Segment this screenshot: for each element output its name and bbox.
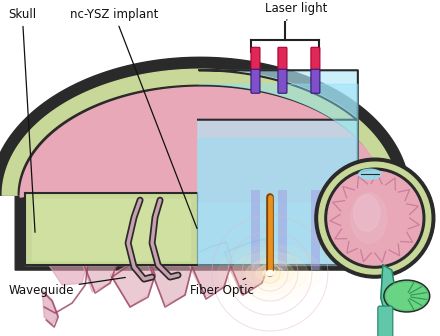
Polygon shape — [32, 199, 190, 260]
Bar — [251, 190, 260, 270]
Polygon shape — [20, 87, 384, 263]
Ellipse shape — [385, 282, 428, 310]
Text: Skull: Skull — [8, 8, 37, 232]
Polygon shape — [18, 85, 382, 265]
FancyBboxPatch shape — [311, 69, 320, 93]
Text: Waveguide: Waveguide — [8, 278, 125, 297]
Polygon shape — [42, 195, 88, 285]
Ellipse shape — [218, 245, 322, 302]
Circle shape — [328, 171, 422, 265]
Polygon shape — [80, 240, 118, 292]
Polygon shape — [198, 70, 358, 265]
Polygon shape — [2, 69, 398, 265]
Polygon shape — [198, 203, 358, 265]
Polygon shape — [381, 265, 395, 313]
FancyBboxPatch shape — [278, 47, 287, 71]
Text: Laser light: Laser light — [265, 2, 327, 20]
Bar — [252, 190, 259, 270]
Ellipse shape — [266, 270, 274, 276]
Circle shape — [325, 168, 425, 268]
Polygon shape — [42, 290, 58, 325]
Bar — [279, 190, 286, 270]
Polygon shape — [25, 193, 198, 265]
Bar — [312, 190, 319, 270]
Ellipse shape — [354, 195, 380, 231]
Bar — [278, 190, 287, 270]
Ellipse shape — [359, 169, 381, 179]
Ellipse shape — [246, 260, 294, 286]
Polygon shape — [222, 239, 272, 295]
Ellipse shape — [384, 280, 430, 312]
Ellipse shape — [232, 252, 308, 294]
Text: Fiber Optic: Fiber Optic — [190, 278, 254, 297]
Circle shape — [315, 158, 435, 278]
FancyBboxPatch shape — [311, 47, 320, 71]
Ellipse shape — [351, 193, 387, 243]
Ellipse shape — [387, 283, 427, 309]
Circle shape — [319, 162, 431, 274]
FancyBboxPatch shape — [251, 69, 260, 93]
FancyBboxPatch shape — [251, 47, 260, 71]
Polygon shape — [185, 243, 232, 297]
Polygon shape — [148, 248, 192, 305]
Ellipse shape — [256, 265, 284, 281]
Polygon shape — [0, 57, 410, 270]
Polygon shape — [198, 84, 358, 263]
Ellipse shape — [263, 269, 277, 277]
Text: nc-YSZ implant: nc-YSZ implant — [70, 8, 197, 228]
FancyBboxPatch shape — [378, 306, 393, 336]
FancyBboxPatch shape — [278, 69, 287, 93]
Polygon shape — [110, 257, 155, 307]
Bar — [311, 190, 320, 270]
